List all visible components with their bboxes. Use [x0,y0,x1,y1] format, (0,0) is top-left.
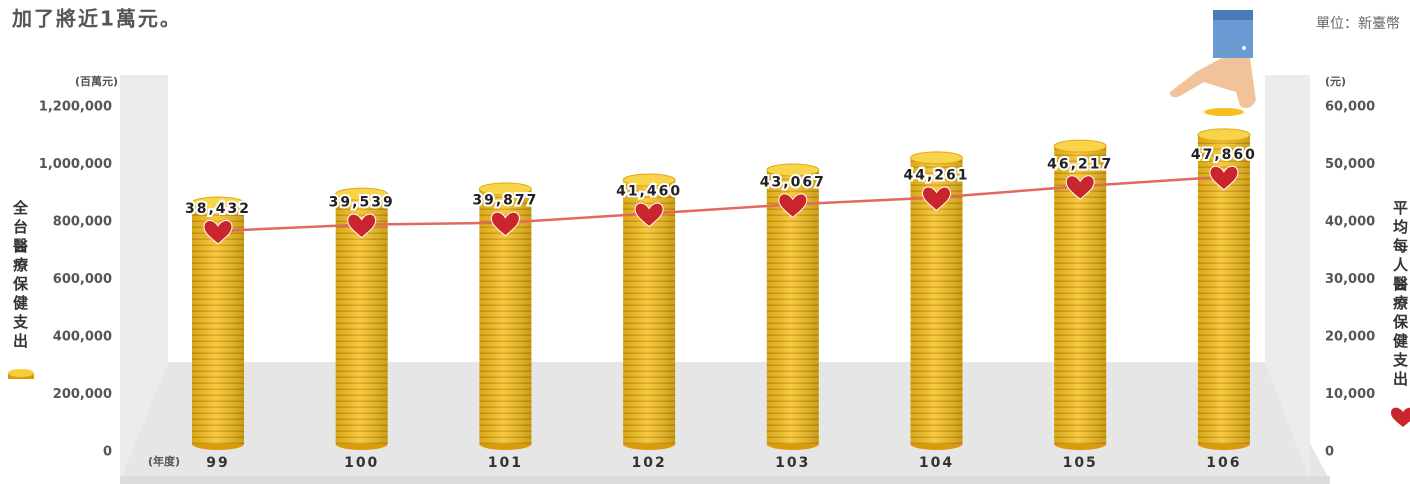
value-label: 38,432 [185,201,251,217]
x-unit: (年度) [148,454,180,468]
chart: 加了將近1萬元。 單位：新臺幣 (百萬元) (元) (年度) 全台醫療保健支出 … [0,0,1410,484]
y-tick-label: 1,000,000 [39,157,112,172]
y2-tick-label: 40,000 [1325,215,1375,230]
y2-tick-label: 20,000 [1325,330,1375,345]
value-label: 46,217 [1047,156,1113,172]
value-label: 43,067 [760,174,826,190]
legend-coin [8,369,34,379]
y-tick-label: 1,200,000 [39,100,112,115]
value-label: 47,860 [1191,147,1257,163]
value-label: 44,261 [903,167,969,183]
floor [120,362,1330,480]
value-label: 39,539 [329,195,395,211]
x-tick-label: 100 [344,455,379,471]
y-tick-label: 200,000 [53,387,112,402]
x-tick-label: 101 [488,455,523,471]
value-label: 39,877 [472,193,538,209]
y2-tick-label: 10,000 [1325,387,1375,402]
coin-top [911,152,963,164]
y2-tick-label: 0 [1325,445,1334,460]
y-tick-label: 400,000 [53,330,112,345]
y-unit: (百萬元) [75,74,118,88]
y2-unit: (元) [1325,75,1346,88]
y2-axis-title: 平均每人醫療保健支出 [1391,200,1409,390]
title: 加了將近1萬元。 [11,7,182,31]
unit-note: 單位：新臺幣 [1316,16,1400,32]
y2-tick-label: 50,000 [1325,157,1375,172]
value-label: 41,460 [616,184,682,200]
y-tick-label: 600,000 [53,272,112,287]
coin-top [1054,140,1106,152]
y2-tick-label: 60,000 [1325,100,1375,115]
x-tick-label: 105 [1063,455,1098,471]
x-tick-label: 103 [775,455,810,471]
x-tick-label: 99 [206,455,229,471]
y-axis-title: 全台醫療保健支出 [11,199,29,352]
legend-heart [1391,408,1410,427]
x-tick-label: 106 [1206,455,1241,471]
y2-tick-label: 30,000 [1325,272,1375,287]
x-tick-label: 102 [631,455,666,471]
y-tick-label: 800,000 [53,215,112,230]
floor-edge [120,476,1330,484]
x-tick-label: 104 [919,455,954,471]
y-tick-label: 0 [103,445,112,460]
coin-top [1198,129,1250,141]
